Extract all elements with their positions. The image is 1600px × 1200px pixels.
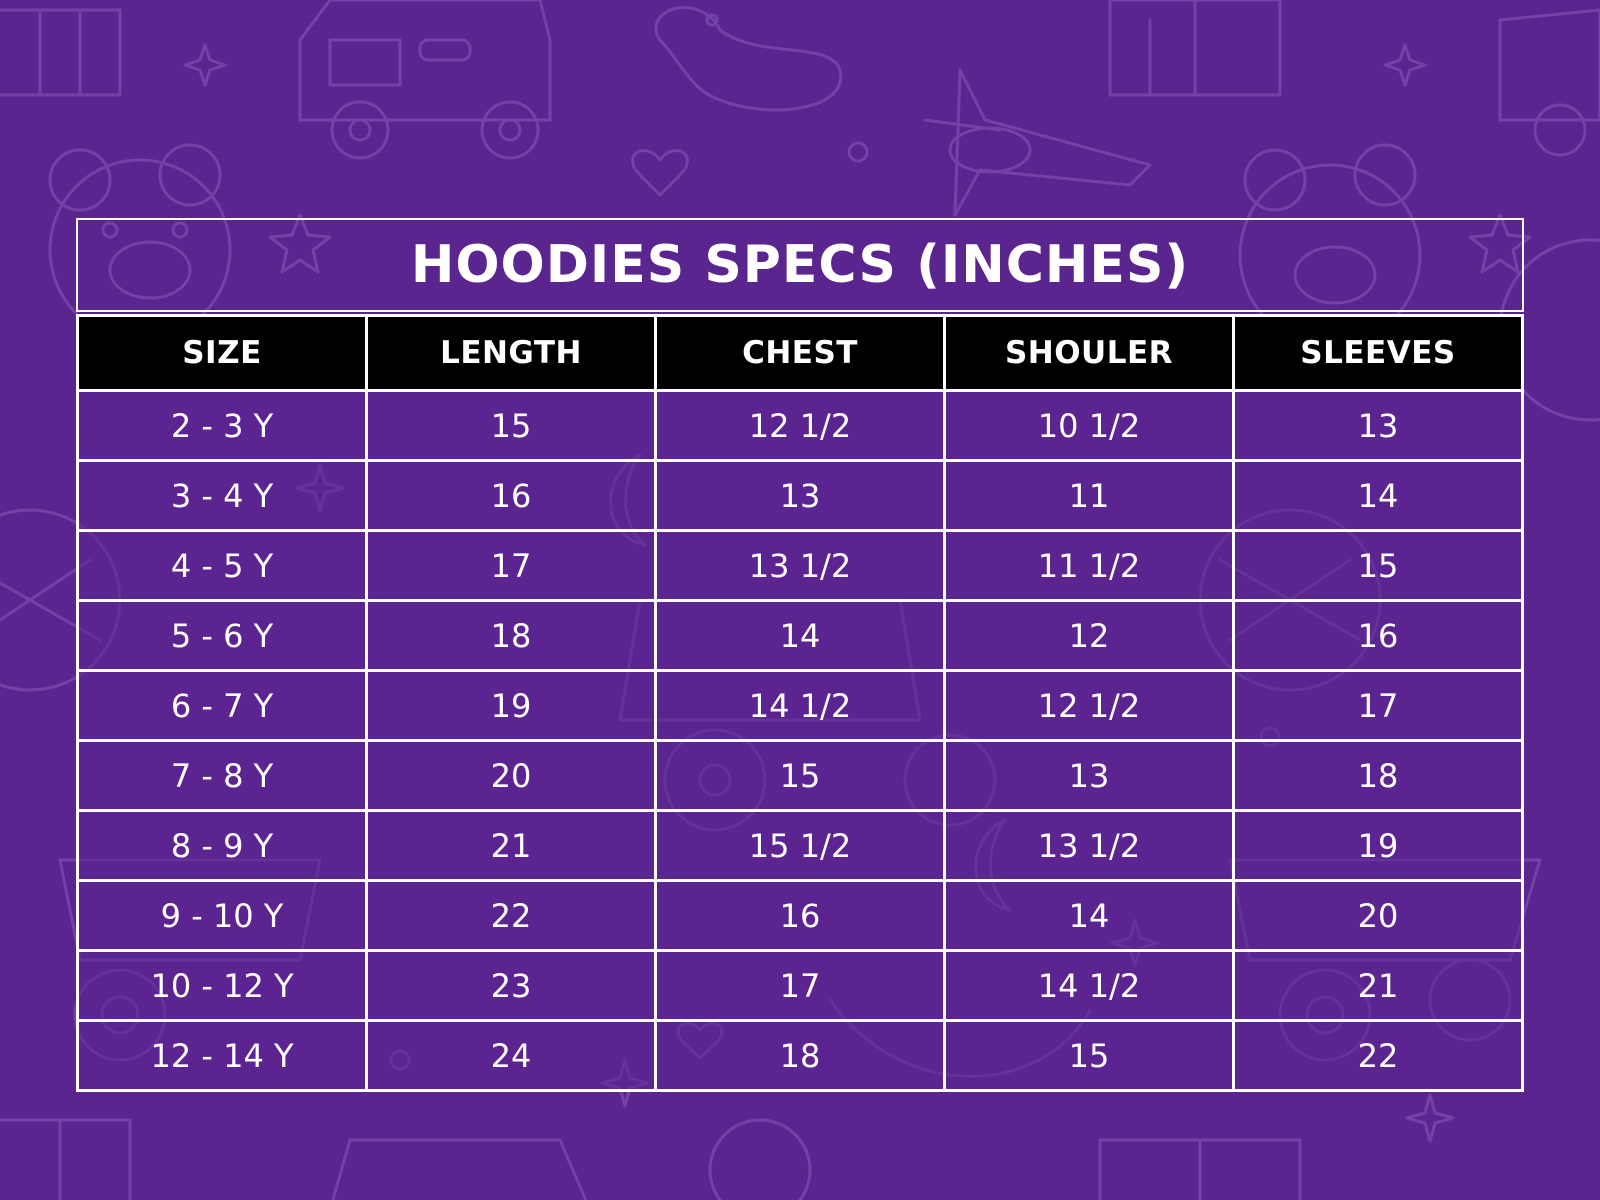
table-cell-length: 21 [365, 809, 657, 882]
column-header-length: LENGTH [365, 314, 657, 392]
table-cell-sleeves: 14 [1232, 459, 1524, 532]
table-cell-shouler: 15 [943, 1019, 1235, 1092]
gift-box-icon [0, 8, 122, 97]
column-header-chest: CHEST [654, 314, 946, 392]
gift-box-icon [0, 1118, 1302, 1200]
table-cell-chest: 18 [654, 1019, 946, 1092]
table-cell-chest: 15 1/2 [654, 809, 946, 882]
table-cell-size: 3 - 4 Y [76, 459, 368, 532]
table-cell-sleeves: 19 [1232, 809, 1524, 882]
table-cell-sleeves: 16 [1232, 599, 1524, 672]
column-header-shouler: SHOULER [943, 314, 1235, 392]
column-header-sleeves: SLEEVES [1232, 314, 1524, 392]
star-icon [1405, 1093, 1455, 1143]
table-row: 2 - 3 Y 15 12 1/2 10 1/2 13 [76, 389, 1524, 462]
size-table: SIZE LENGTH CHEST SHOULER SLEEVES 2 - 3 Y 15 1… [76, 314, 1524, 1092]
table-cell-chest: 15 [654, 739, 946, 812]
table-cell-shouler: 11 1/2 [943, 529, 1235, 602]
table-cell-length: 22 [365, 879, 657, 952]
table-cell-chest: 16 [654, 879, 946, 952]
column-header-size: SIZE [76, 314, 368, 392]
gift-box-icon [1108, 0, 1282, 97]
table-row: 8 - 9 Y 21 15 1/2 13 1/2 19 [76, 809, 1524, 882]
table-cell-sleeves: 20 [1232, 879, 1524, 952]
toy-plane-icon [923, 68, 1152, 217]
table-cell-shouler: 13 1/2 [943, 809, 1235, 882]
table-cell-length: 24 [365, 1019, 657, 1092]
toy-truck-icon [1498, 8, 1600, 157]
table-cell-length: 23 [365, 949, 657, 1022]
table-cell-length: 16 [365, 459, 657, 532]
table-header-row: SIZE LENGTH CHEST SHOULER SLEEVES [76, 314, 1524, 392]
table-cell-chest: 12 1/2 [654, 389, 946, 462]
table-row: 12 - 14 Y 24 18 15 22 [76, 1019, 1524, 1092]
table-cell-size: 7 - 8 Y [76, 739, 368, 812]
table-cell-sleeves: 17 [1232, 669, 1524, 742]
table-cell-chest: 17 [654, 949, 946, 1022]
table-row: 7 - 8 Y 20 15 13 18 [76, 739, 1524, 812]
toy-truck-icon [298, 0, 552, 160]
table-cell-length: 18 [365, 599, 657, 672]
table-cell-length: 15 [365, 389, 657, 462]
table-cell-sleeves: 15 [1232, 529, 1524, 602]
table-cell-sleeves: 18 [1232, 739, 1524, 812]
table-cell-size: 4 - 5 Y [76, 529, 368, 602]
table-cell-size: 8 - 9 Y [76, 809, 368, 882]
star-icon [1383, 43, 1427, 87]
table-cell-sleeves: 13 [1232, 389, 1524, 462]
table-cell-shouler: 14 [943, 879, 1235, 952]
table-cell-length: 17 [365, 529, 657, 602]
table-cell-chest: 14 [654, 599, 946, 672]
table-cell-shouler: 10 1/2 [943, 389, 1235, 462]
table-cell-size: 2 - 3 Y [76, 389, 368, 462]
table-cell-chest: 13 1/2 [654, 529, 946, 602]
heart-icon [631, 149, 689, 197]
table-cell-length: 20 [365, 739, 657, 812]
table-cell-size: 6 - 7 Y [76, 669, 368, 742]
table-cell-shouler: 14 1/2 [943, 949, 1235, 1022]
table-row: 4 - 5 Y 17 13 1/2 11 1/2 15 [76, 529, 1524, 602]
table-cell-shouler: 12 1/2 [943, 669, 1235, 742]
table-row: 5 - 6 Y 18 14 12 16 [76, 599, 1524, 672]
size-chart-card: HOODIES SPECS (INCHES) SIZE LENGTH CHEST SH… [76, 218, 1524, 1092]
table-cell-size: 5 - 6 Y [76, 599, 368, 672]
table-row: 10 - 12 Y 23 17 14 1/2 21 [76, 949, 1524, 1022]
table-row: 3 - 4 Y 16 13 11 14 [76, 459, 1524, 532]
table-cell-size: 10 - 12 Y [76, 949, 368, 1022]
table-cell-shouler: 11 [943, 459, 1235, 532]
table-cell-chest: 14 1/2 [654, 669, 946, 742]
table-cell-sleeves: 22 [1232, 1019, 1524, 1092]
table-cell-shouler: 12 [943, 599, 1235, 672]
table-cell-shouler: 13 [943, 739, 1235, 812]
title-box: HOODIES SPECS (INCHES) [76, 218, 1524, 312]
table-cell-size: 12 - 14 Y [76, 1019, 368, 1092]
rubber-duck-icon [654, 6, 843, 112]
star-icon [183, 43, 227, 87]
table-row: 6 - 7 Y 19 14 1/2 12 1/2 17 [76, 669, 1524, 742]
toy-truck-icon [331, 1118, 812, 1200]
table-body: 2 - 3 Y 15 12 1/2 10 1/2 13 3 - 4 Y 16 13 11 14 4 … [76, 389, 1524, 1092]
table-row: 9 - 10 Y 22 16 14 20 [76, 879, 1524, 952]
table-cell-chest: 13 [654, 459, 946, 532]
table-cell-size: 9 - 10 Y [76, 879, 368, 952]
page-title: HOODIES SPECS (INCHES) [410, 235, 1190, 295]
table-cell-length: 19 [365, 669, 657, 742]
table-cell-sleeves: 21 [1232, 949, 1524, 1022]
